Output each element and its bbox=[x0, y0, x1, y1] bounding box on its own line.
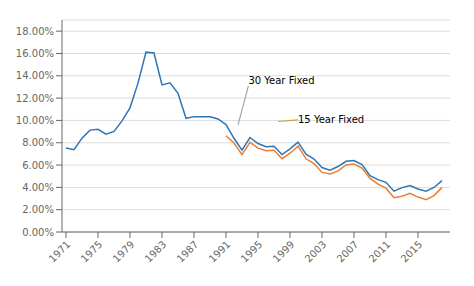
svg-text:1987: 1987 bbox=[175, 239, 201, 265]
svg-text:1991: 1991 bbox=[207, 239, 233, 265]
svg-text:1999: 1999 bbox=[271, 239, 297, 265]
svg-text:2003: 2003 bbox=[303, 239, 329, 265]
svg-text:1975: 1975 bbox=[79, 239, 105, 265]
svg-text:16.00%: 16.00% bbox=[16, 48, 54, 59]
svg-text:6.00%: 6.00% bbox=[22, 160, 54, 171]
svg-text:1971: 1971 bbox=[47, 239, 73, 265]
svg-text:18.00%: 18.00% bbox=[16, 26, 54, 37]
svg-text:1995: 1995 bbox=[239, 239, 265, 265]
svg-text:10.00%: 10.00% bbox=[16, 115, 54, 126]
svg-text:2007: 2007 bbox=[335, 239, 361, 265]
svg-text:2015: 2015 bbox=[399, 239, 425, 265]
svg-text:2011: 2011 bbox=[367, 239, 393, 265]
svg-text:2.00%: 2.00% bbox=[22, 204, 54, 215]
svg-text:15 Year Fixed: 15 Year Fixed bbox=[298, 114, 364, 125]
svg-text:8.00%: 8.00% bbox=[22, 137, 54, 148]
svg-text:30 Year Fixed: 30 Year Fixed bbox=[248, 75, 314, 86]
svg-text:1979: 1979 bbox=[111, 239, 137, 265]
svg-text:4.00%: 4.00% bbox=[22, 182, 54, 193]
svg-text:12.00%: 12.00% bbox=[16, 93, 54, 104]
svg-text:1983: 1983 bbox=[143, 239, 169, 265]
svg-text:0.00%: 0.00% bbox=[22, 227, 54, 238]
svg-text:14.00%: 14.00% bbox=[16, 70, 54, 81]
